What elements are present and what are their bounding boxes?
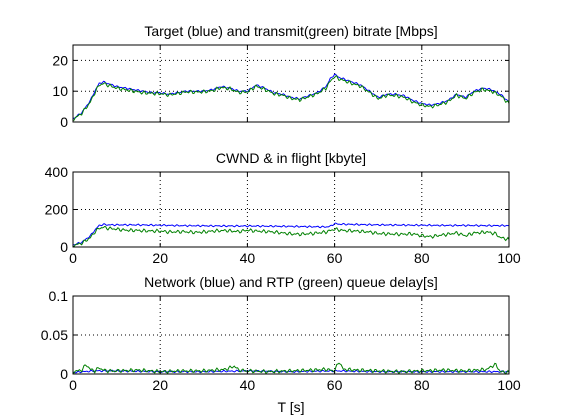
series-line-green [72, 225, 510, 248]
y-tick-label-0: 0 [60, 366, 68, 382]
panel-title-cwnd: CWND & in flight [kbyte] [216, 150, 366, 166]
x-tick-label-4: 80 [414, 377, 430, 393]
x-tick-label-0: 0 [69, 250, 77, 266]
x-tick-label-2: 40 [240, 377, 256, 393]
x-tick-label-1: 20 [152, 377, 168, 393]
y-tick-label-0: 0 [60, 239, 68, 255]
panel-queue-delay: Network (blue) and RTP (green) queue del… [41, 274, 521, 393]
axes-box [72, 44, 510, 123]
x-tick-label-5: 100 [497, 250, 521, 266]
panel-cwnd: CWND & in flight [kbyte] 0 20 40 60 80 100 0 200… [45, 150, 521, 266]
series-line-green [72, 75, 510, 121]
series-line-blue [72, 222, 509, 246]
y-tick-label-2: 20 [52, 52, 68, 68]
y-tick-label-1: 0.05 [41, 327, 68, 343]
x-tick-label-3: 60 [327, 250, 343, 266]
panel-title-bitrate: Target (blue) and transmit(green) bitrat… [144, 23, 437, 39]
series-line-green [72, 362, 510, 375]
x-tick-label-0: 0 [69, 377, 77, 393]
x-tick-label-5: 100 [497, 377, 521, 393]
y-tick-label-1: 200 [45, 202, 69, 218]
y-tick-label-1: 10 [52, 83, 68, 99]
x-tick-label-4: 80 [414, 250, 430, 266]
x-tick-label-1: 20 [152, 250, 168, 266]
y-tick-label-2: 400 [45, 164, 69, 180]
x-axis-label: T [s] [278, 399, 305, 415]
panel-title-queue-delay: Network (blue) and RTP (green) queue del… [144, 274, 438, 290]
panel-bitrate: Target (blue) and transmit(green) bitrat… [52, 23, 510, 130]
y-tick-label-2: 0.1 [49, 288, 69, 304]
y-tick-label-0: 0 [60, 114, 68, 130]
x-tick-label-2: 40 [240, 250, 256, 266]
x-tick-label-3: 60 [327, 377, 343, 393]
